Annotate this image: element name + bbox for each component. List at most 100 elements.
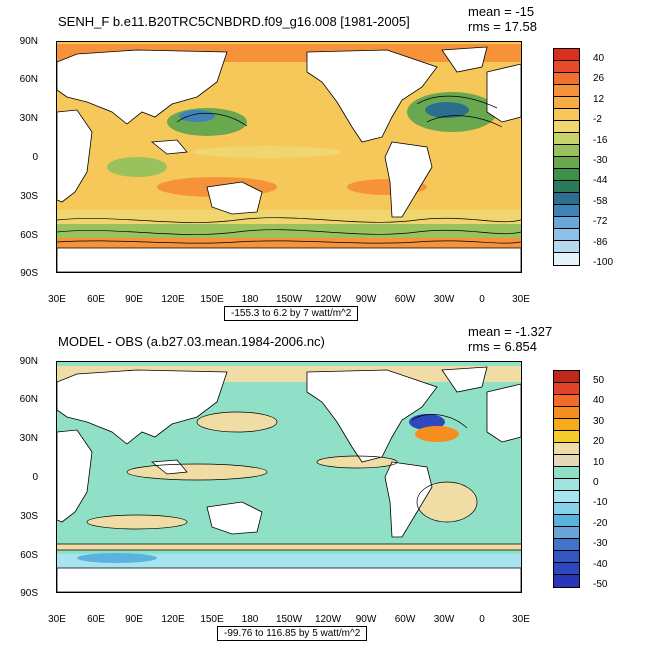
colorbar-swatch: [554, 97, 579, 109]
colorbar-swatch: [554, 455, 579, 467]
lon-label: 90E: [125, 614, 143, 625]
australia-land: [206, 501, 263, 535]
colorbar-swatch: [554, 383, 579, 395]
colorbar-label: -16: [593, 134, 608, 146]
contour-lines: [57, 411, 521, 551]
lon-label: 150W: [275, 614, 303, 625]
arabian-sea-region: [107, 157, 167, 177]
contour-line: [416, 481, 478, 523]
australia-land: [206, 181, 263, 215]
lat-label: 0: [32, 472, 38, 483]
positive-anomaly-patch: [197, 412, 277, 432]
colorbar-label: 50: [593, 375, 605, 386]
lon-label: 30W: [433, 294, 455, 305]
bottom-colorbar: [553, 370, 580, 588]
colorbar-label: -40: [593, 558, 608, 570]
lon-label: 60W: [394, 614, 416, 625]
contour-line: [86, 514, 188, 530]
top-map-title: SENH_F b.e11.B20TRC5CNBDRD.f09_g16.008 […: [58, 14, 410, 29]
colorbar-swatch: [554, 371, 579, 383]
colorbar-swatch: [554, 419, 579, 431]
colorbar-label: -100: [593, 257, 614, 268]
lon-label: 150E: [200, 294, 224, 305]
contour-line: [126, 463, 268, 481]
lat-label: 60S: [20, 550, 38, 561]
colorbar-label: -30: [593, 155, 608, 166]
top-map-plot: [56, 41, 522, 273]
positive-anomaly-patch: [417, 482, 477, 522]
bottom-mean-value: mean = -1.327: [468, 324, 553, 339]
lon-label: 120W: [314, 614, 342, 625]
maritime-continent-land: [150, 139, 188, 155]
colorbar-swatch: [554, 193, 579, 205]
top-map-svg: [57, 42, 521, 272]
lat-label: 90N: [19, 36, 38, 47]
negative-anomaly-patch: [77, 553, 157, 563]
south-america-land: [384, 461, 433, 538]
lon-label: 120E: [161, 614, 185, 625]
north-america-land: [306, 49, 438, 143]
colorbar-swatch: [554, 133, 579, 145]
colorbar-label: 40: [593, 53, 605, 64]
contour-lines: [57, 95, 521, 244]
lat-label: 30S: [20, 191, 38, 202]
maritime-continent-land: [150, 459, 188, 475]
colorbar-swatch: [554, 145, 579, 157]
lat-label: 60N: [19, 74, 38, 85]
lon-label: 30E: [512, 294, 530, 305]
lat-label: 90S: [20, 588, 38, 599]
colorbar-swatch: [554, 575, 579, 587]
gulf-stream-core: [425, 102, 469, 118]
top-map-panel: SENH_F b.e11.B20TRC5CNBDRD.f09_g16.008 […: [0, 0, 648, 321]
colorbar-swatch: [554, 431, 579, 443]
negative-anomaly-band: [57, 554, 521, 568]
colorbar-label: 30: [593, 415, 605, 427]
contour-line: [411, 414, 468, 429]
lon-label: 30E: [512, 614, 530, 625]
colorbar-swatch: [554, 527, 579, 539]
top-mean-value: mean = -15: [468, 4, 535, 19]
southern-ocean-band-2: [57, 224, 521, 238]
lon-label: 150E: [200, 614, 224, 625]
colorbar-label: -2: [593, 114, 602, 126]
contour-line: [176, 112, 248, 127]
colorbar-label: -10: [593, 497, 608, 509]
colorbar-swatch: [554, 491, 579, 503]
ocean-patch: [192, 146, 342, 158]
contour-line: [57, 217, 521, 223]
colorbar-swatch: [554, 443, 579, 455]
colorbar-swatch: [554, 253, 579, 265]
positive-anomaly-patch: [87, 515, 187, 529]
lon-label: 120E: [161, 294, 185, 305]
colorbar-swatch: [554, 85, 579, 97]
lon-label: 150W: [275, 294, 303, 305]
lat-label: 30N: [19, 113, 38, 124]
lon-label: 30E: [48, 614, 66, 625]
africa-land: [57, 109, 93, 203]
colorbar-swatch: [554, 551, 579, 563]
southern-ocean-band-1: [57, 210, 521, 224]
eurasia-land: [57, 49, 228, 125]
bottom-map-panel: MODEL - OBS (a.b27.03.mean.1984-2006.nc)…: [0, 320, 648, 641]
colorbar-label: 26: [593, 73, 605, 85]
bottom-contour-range: -99.76 to 116.85 by 5 watt/m^2: [217, 626, 368, 641]
greenland-land: [441, 46, 488, 73]
colorbar-label: -44: [593, 175, 608, 187]
top-contour-range: -155.3 to 6.2 by 7 watt/m^2: [224, 306, 359, 321]
lat-label: 30N: [19, 433, 38, 444]
colorbar-swatch: [554, 61, 579, 73]
lon-label: 60E: [87, 614, 105, 625]
colorbar-swatch: [554, 157, 579, 169]
colorbar-swatch: [554, 229, 579, 241]
negative-anomaly-patch: [409, 414, 445, 430]
colorbar-swatch: [554, 407, 579, 419]
contour-line: [316, 455, 398, 469]
colorbar-label: -20: [593, 517, 608, 529]
lon-label: 120W: [314, 294, 342, 305]
lon-label: 90W: [355, 614, 377, 625]
contour-line: [416, 95, 498, 109]
africa-land: [57, 429, 93, 523]
colorbar-label: -50: [593, 579, 608, 590]
bottom-map-plot: [56, 361, 522, 593]
colorbar-swatch: [554, 479, 579, 491]
